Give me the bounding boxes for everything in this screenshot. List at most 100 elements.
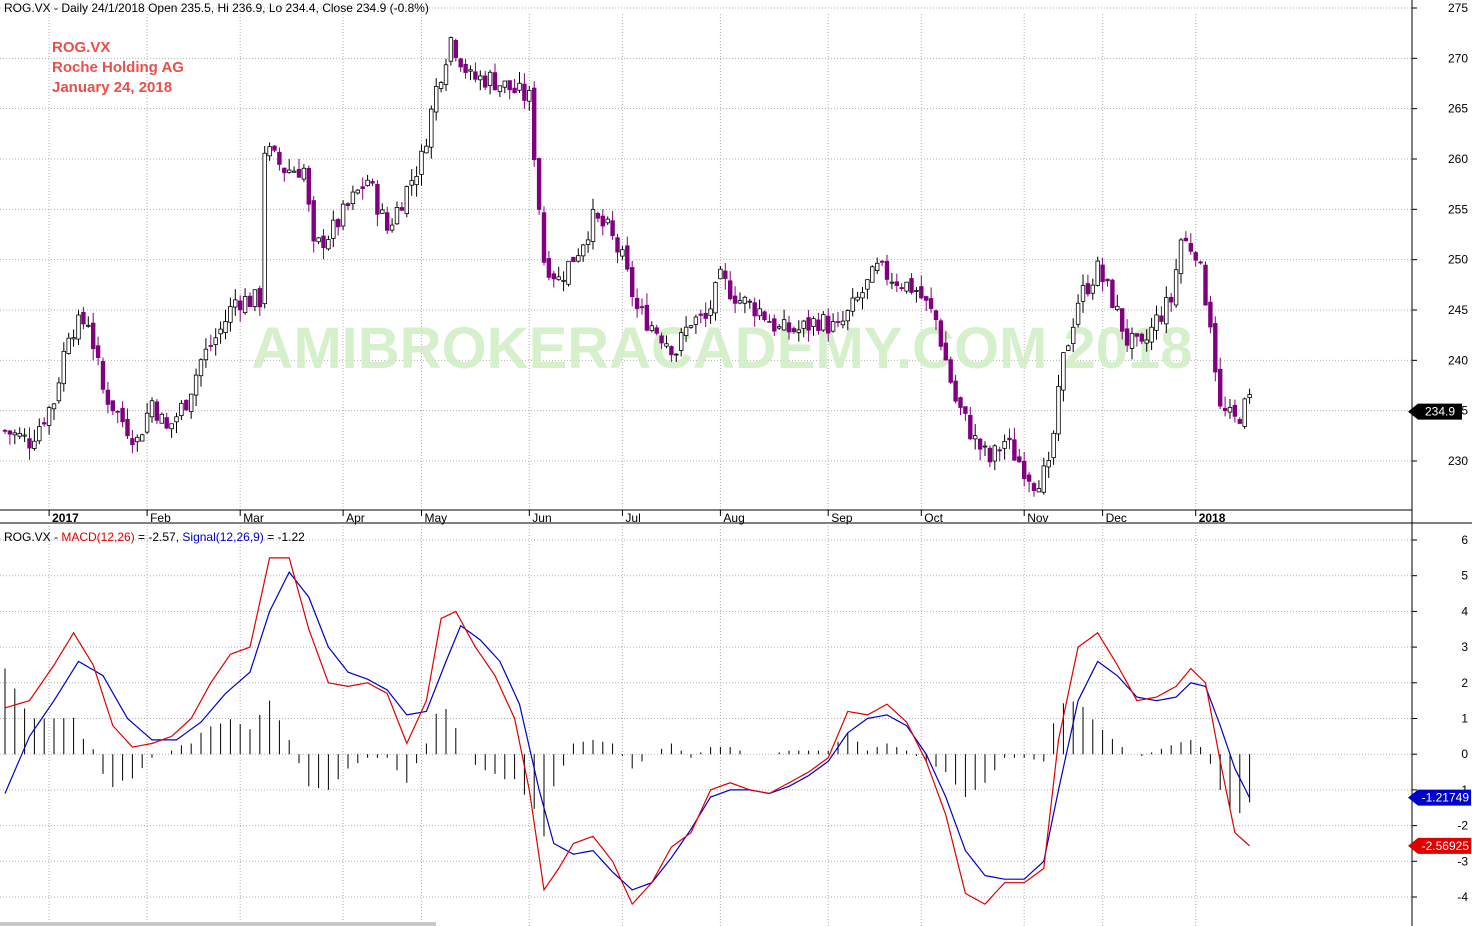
candle-body bbox=[512, 87, 517, 94]
candle-body bbox=[247, 295, 253, 307]
candle bbox=[541, 206, 547, 266]
candle bbox=[497, 85, 503, 97]
macd-lines bbox=[4, 557, 1251, 906]
candle bbox=[380, 203, 385, 214]
candle-body bbox=[835, 321, 841, 323]
candle bbox=[203, 338, 209, 368]
candle-body bbox=[1164, 297, 1169, 325]
candle-body bbox=[404, 186, 409, 214]
candle-body bbox=[1110, 279, 1115, 308]
candle-body bbox=[159, 413, 164, 424]
candle-body bbox=[1075, 302, 1081, 325]
candle-body bbox=[639, 306, 645, 309]
candle bbox=[679, 327, 684, 357]
candle-body bbox=[977, 438, 983, 450]
candle bbox=[233, 289, 238, 316]
candle bbox=[943, 331, 948, 361]
candle bbox=[424, 138, 429, 154]
candle bbox=[742, 295, 748, 314]
candle bbox=[713, 281, 718, 321]
candle bbox=[1183, 231, 1189, 242]
candle-body bbox=[1100, 264, 1105, 283]
candle-body bbox=[590, 209, 596, 242]
watermark: AMIBROKERACADEMY.COM 2018 bbox=[251, 316, 1192, 381]
candle bbox=[86, 316, 91, 328]
price-ytick-label: 250 bbox=[1448, 253, 1468, 267]
candle-body bbox=[433, 86, 439, 113]
candle-body bbox=[233, 299, 238, 308]
candle bbox=[1242, 397, 1247, 429]
candle-body bbox=[928, 298, 934, 309]
candle bbox=[81, 306, 86, 330]
candle bbox=[257, 285, 262, 316]
candle-body bbox=[816, 319, 821, 331]
candle-body bbox=[482, 75, 488, 88]
candle bbox=[193, 368, 199, 407]
candle bbox=[889, 272, 895, 290]
candle-body bbox=[625, 245, 630, 270]
candle bbox=[443, 58, 449, 91]
candle bbox=[551, 270, 556, 288]
candle bbox=[973, 424, 978, 450]
candle bbox=[316, 236, 321, 245]
candle-body bbox=[76, 314, 81, 340]
candle-body bbox=[149, 400, 155, 418]
candle-body bbox=[1173, 269, 1179, 306]
candle-body bbox=[51, 403, 57, 410]
candle-body bbox=[198, 359, 204, 377]
candle bbox=[546, 250, 552, 281]
macd-value: = -2.57, bbox=[135, 530, 183, 544]
candle-body bbox=[669, 346, 674, 356]
price-ytick-label: 270 bbox=[1448, 51, 1468, 65]
macd-ytick-label: 3 bbox=[1461, 640, 1468, 654]
candle bbox=[997, 446, 1002, 462]
candle-body bbox=[924, 296, 929, 301]
candle-body bbox=[781, 319, 787, 331]
candle bbox=[218, 321, 223, 344]
candle-body bbox=[571, 256, 576, 263]
candle-body bbox=[267, 146, 272, 157]
candle bbox=[100, 357, 106, 394]
candle bbox=[1164, 286, 1169, 334]
candle bbox=[1002, 434, 1007, 460]
candle-body bbox=[110, 400, 115, 412]
candle bbox=[174, 412, 179, 434]
candle-body bbox=[208, 345, 213, 347]
candle bbox=[556, 266, 561, 281]
candle bbox=[654, 324, 659, 336]
grid-layer bbox=[0, 7, 1412, 926]
candle bbox=[115, 410, 120, 424]
macd-ytick-label: 0 bbox=[1461, 747, 1468, 761]
candle bbox=[855, 291, 860, 303]
candle bbox=[399, 201, 405, 211]
candle bbox=[105, 381, 111, 414]
candle-body bbox=[713, 282, 718, 314]
candle bbox=[708, 300, 713, 324]
candle-body bbox=[429, 108, 434, 148]
candle bbox=[335, 217, 341, 236]
candle bbox=[1218, 357, 1223, 410]
candle bbox=[536, 157, 542, 215]
candle-body bbox=[806, 317, 811, 331]
candle-body bbox=[1012, 439, 1017, 461]
candle bbox=[527, 85, 532, 111]
candle bbox=[821, 311, 826, 332]
candle-body bbox=[414, 176, 419, 186]
candle bbox=[2, 428, 8, 434]
candle-body bbox=[850, 297, 855, 312]
candle-body bbox=[389, 224, 395, 231]
company-name: Roche Holding AG bbox=[52, 59, 184, 76]
candle-body bbox=[634, 297, 640, 310]
candle-body bbox=[1095, 260, 1100, 286]
candle-body bbox=[492, 72, 498, 91]
candle-body bbox=[350, 191, 356, 205]
candle bbox=[487, 69, 493, 95]
macd-name: MACD(12,26) bbox=[61, 530, 134, 544]
macd-histogram bbox=[4, 668, 1251, 837]
candle-body bbox=[1041, 465, 1046, 493]
macd-ytick-label: -3 bbox=[1457, 854, 1468, 868]
candle bbox=[1080, 274, 1086, 313]
candle-body bbox=[301, 167, 307, 180]
candle-body bbox=[321, 235, 326, 249]
